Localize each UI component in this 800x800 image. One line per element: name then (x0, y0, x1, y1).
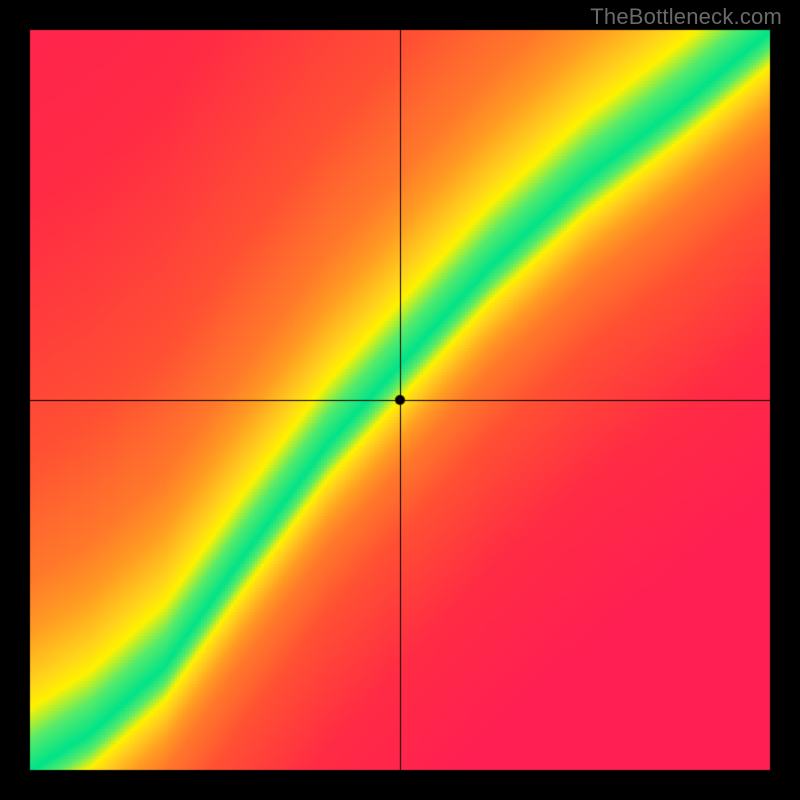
heatmap-canvas (0, 0, 800, 800)
chart-container: TheBottleneck.com (0, 0, 800, 800)
watermark-text: TheBottleneck.com (590, 4, 782, 30)
